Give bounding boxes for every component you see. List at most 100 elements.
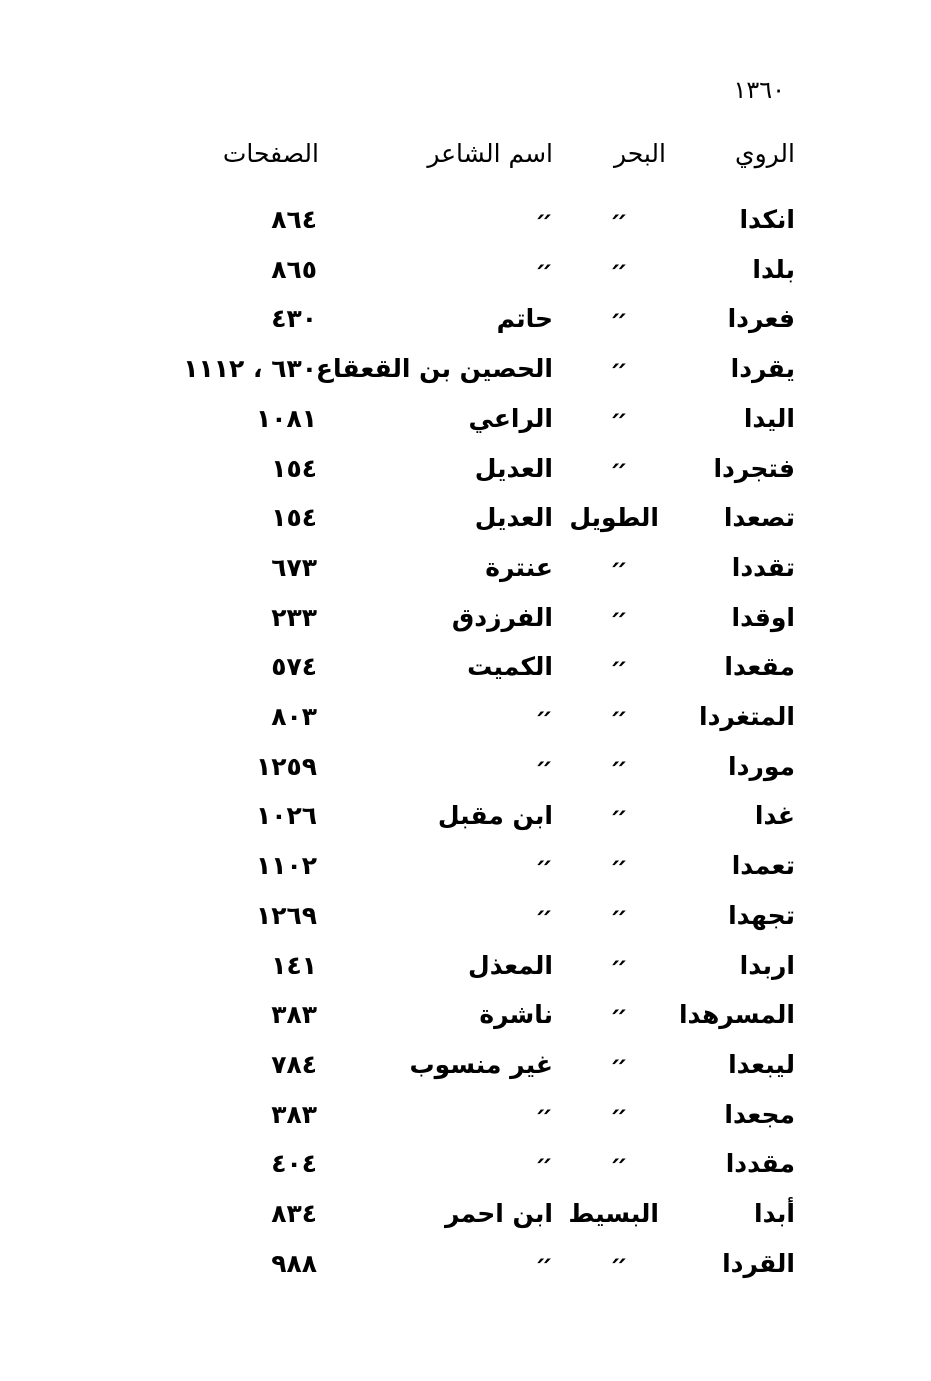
table-row: تقددا ״ عنترة ٦٧٣ — [0, 548, 931, 588]
cell-poet: ״ — [535, 1099, 553, 1129]
cell-rawi: تصعدا — [723, 503, 795, 533]
cell-poet: ابن احمر — [444, 1199, 553, 1228]
table-row: مقعدا ״ الكميت ٥٧٤ — [0, 647, 931, 687]
cell-poet: الحصين بن القعقاع — [315, 354, 553, 384]
table-row: اليدا ״ الراعي ١٠٨١ — [0, 399, 931, 439]
cell-bahr: ״ — [610, 950, 628, 980]
cell-poet: ״ — [535, 851, 553, 881]
cell-poet: العديل — [474, 453, 553, 483]
cell-bahr: ״ — [610, 1248, 628, 1278]
cell-rawi: مقعدا — [724, 652, 795, 682]
cell-rawi: ليبعدا — [728, 1049, 795, 1079]
page-number: ١٣٦٠ — [733, 76, 785, 104]
cell-rawi: اوقدا — [731, 602, 796, 632]
cell-bahr: ״ — [610, 453, 628, 483]
table-row: مجعدا ״ ״ ٣٨٣ — [0, 1095, 931, 1135]
cell-pages: ٨٦٤ — [271, 205, 317, 234]
cell-poet: ״ — [535, 702, 553, 731]
cell-poet: غير منسوب — [409, 1049, 553, 1079]
cell-poet: ״ — [535, 205, 553, 234]
cell-rawi: بلدا — [752, 254, 795, 284]
table-row: تعمدا ״ ״ ١١٠٢ — [0, 846, 931, 886]
table-row: انكدا ״ ״ ٨٦٤ — [0, 200, 931, 240]
cell-bahr: ״ — [610, 403, 628, 433]
cell-poet: عنترة — [485, 552, 553, 582]
cell-pages: ٧٨٤ — [271, 1049, 317, 1079]
cell-bahr: ״ — [610, 1049, 628, 1079]
cell-rawi: اربدا — [739, 950, 795, 980]
cell-rawi: أبدا — [754, 1199, 795, 1228]
cell-bahr: ״ — [610, 851, 628, 881]
cell-poet: ابن مقبل — [437, 801, 553, 831]
cell-rawi: غدا — [754, 801, 795, 831]
table-row: يقردا ״ الحصين بن القعقاع ٦٣٠ ، ١١١٢ — [0, 349, 931, 389]
cell-rawi: فتجردا — [713, 453, 795, 483]
cell-bahr: ״ — [610, 304, 628, 334]
cell-rawi: انكدا — [739, 205, 795, 234]
cell-pages: ٤٣٠ — [271, 304, 317, 334]
table-row: موردا ״ ״ ١٢٥٩ — [0, 747, 931, 787]
cell-rawi: مقددا — [725, 1149, 795, 1179]
table-row: القردا ״ ״ ٩٨٨ — [0, 1244, 931, 1284]
table-row: اربدا ״ المعذل ١٤١ — [0, 946, 931, 986]
table-row: ليبعدا ״ غير منسوب ٧٨٤ — [0, 1045, 931, 1085]
table-header: الروي البحر اسم الشاعر الصفحات — [0, 134, 931, 174]
cell-poet: ״ — [535, 1149, 553, 1179]
cell-bahr: الطويل — [569, 503, 659, 533]
cell-rawi: تقددا — [731, 552, 795, 582]
cell-poet: العديل — [474, 503, 553, 533]
cell-pages: ١٠٢٦ — [255, 801, 317, 831]
cell-poet: ״ — [535, 254, 553, 284]
cell-bahr: ״ — [610, 205, 628, 234]
cell-pages: ١٠٨١ — [255, 403, 317, 433]
cell-poet: الراعي — [468, 403, 553, 433]
header-poet: اسم الشاعر — [427, 139, 553, 168]
table-row: فعردا ״ حاتم ٤٣٠ — [0, 299, 931, 339]
cell-pages: ١٥٤ — [271, 453, 317, 483]
cell-rawi: اليدا — [743, 403, 795, 433]
table-row: تجهدا ״ ״ ١٢٦٩ — [0, 896, 931, 936]
cell-poet: المعذل — [468, 950, 553, 980]
cell-poet: ״ — [535, 900, 553, 930]
table-row: فتجردا ״ العديل ١٥٤ — [0, 449, 931, 489]
cell-bahr: ״ — [610, 1099, 628, 1129]
cell-rawi: القردا — [722, 1248, 795, 1278]
cell-bahr: البسيط — [568, 1199, 659, 1228]
cell-bahr: ״ — [610, 602, 628, 632]
cell-rawi: تعمدا — [731, 851, 795, 881]
cell-rawi: يقردا — [730, 354, 795, 384]
cell-poet: الكميت — [467, 652, 553, 682]
table-row: غدا ״ ابن مقبل ١٠٢٦ — [0, 796, 931, 836]
header-bahr: البحر — [613, 139, 666, 168]
cell-bahr: ״ — [610, 254, 628, 284]
cell-bahr: ״ — [610, 801, 628, 831]
cell-poet: ״ — [535, 751, 553, 781]
cell-bahr: ״ — [610, 354, 628, 384]
cell-bahr: ״ — [610, 702, 628, 731]
table-row: بلدا ״ ״ ٨٦٥ — [0, 250, 931, 290]
cell-pages: ١١٠٢ — [255, 851, 317, 881]
header-pages: الصفحات — [222, 139, 319, 168]
cell-rawi: المتغردا — [699, 702, 795, 731]
cell-pages: ٦٧٣ — [271, 552, 317, 582]
cell-pages: ٥٧٤ — [271, 652, 317, 682]
table-row: مقددا ״ ״ ٤٠٤ — [0, 1144, 931, 1184]
cell-rawi: موردا — [728, 751, 795, 781]
cell-pages: ١٥٤ — [271, 503, 317, 533]
cell-pages: ٤٠٤ — [271, 1149, 317, 1179]
cell-bahr: ״ — [610, 751, 628, 781]
cell-bahr: ״ — [610, 900, 628, 930]
cell-pages: ٩٨٨ — [271, 1248, 317, 1278]
cell-bahr: ״ — [610, 652, 628, 682]
cell-pages: ٨٦٥ — [271, 254, 317, 284]
cell-bahr: ״ — [610, 1149, 628, 1179]
cell-pages: ٨٣٤ — [271, 1199, 317, 1228]
cell-pages: ١٢٦٩ — [255, 900, 317, 930]
cell-rawi: المسرهدا — [678, 1000, 795, 1030]
cell-pages: ٦٣٠ ، ١١١٢ — [183, 354, 317, 384]
table-row: اوقدا ״ الفرزدق ٢٣٣ — [0, 598, 931, 638]
table-row: المسرهدا ״ ناشرة ٣٨٣ — [0, 995, 931, 1035]
cell-poet: الفرزدق — [451, 602, 553, 632]
cell-rawi: فعردا — [727, 304, 795, 334]
cell-pages: ٣٨٣ — [271, 1000, 317, 1030]
